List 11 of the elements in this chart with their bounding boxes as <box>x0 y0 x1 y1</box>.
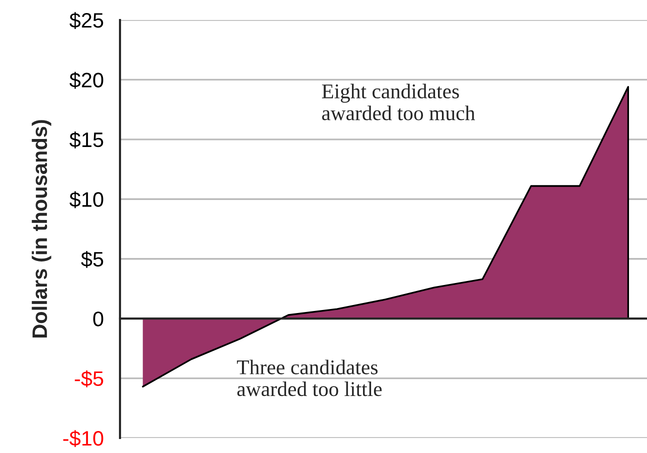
y-tick-label: -$10 <box>63 430 104 447</box>
y-tick-label: 0 <box>93 312 104 326</box>
y-tick-label: -$5 <box>74 370 104 388</box>
annotation: Eight candidates awarded too much <box>322 84 476 120</box>
y-tick-label: $20 <box>69 72 104 89</box>
annotation: Three candidates awarded too little <box>236 360 382 396</box>
y-axis-title: Dollars (in thousands) <box>32 120 52 338</box>
y-tick-label: $25 <box>69 12 104 29</box>
y-tick-label: $15 <box>69 132 104 148</box>
y-tick-label: $10 <box>69 191 104 208</box>
y-tick-label: $5 <box>81 250 104 268</box>
